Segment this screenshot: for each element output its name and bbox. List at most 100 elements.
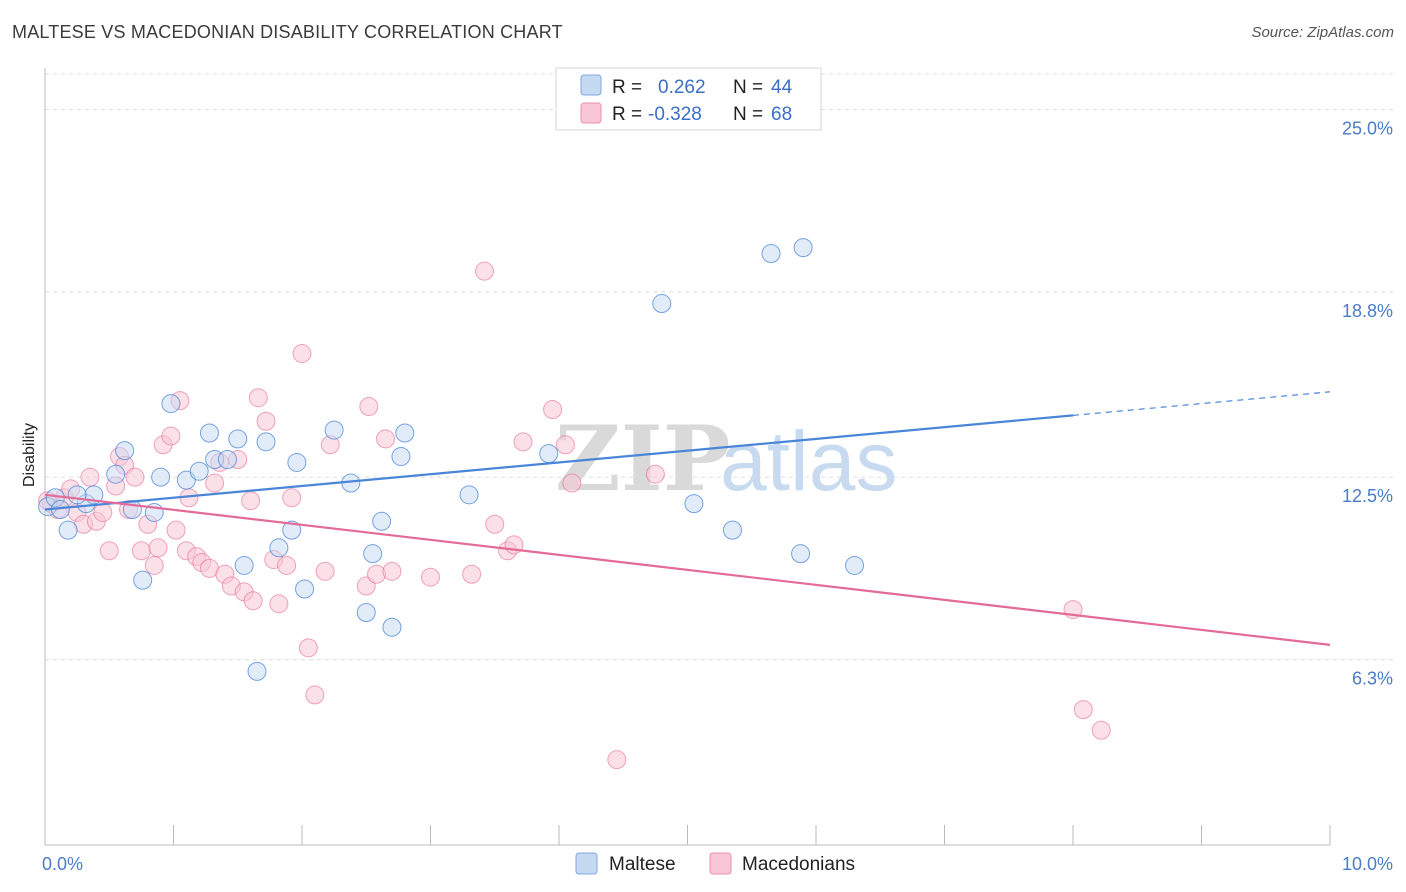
macedonian-point	[513, 432, 533, 452]
maltese-point	[791, 544, 811, 564]
maltese-point	[282, 520, 302, 540]
watermark: ZIP atlas	[555, 406, 897, 512]
maltese-point	[295, 579, 315, 599]
maltese-point	[372, 511, 392, 531]
macedonian-point	[474, 261, 494, 281]
watermark-atlas: atlas	[720, 414, 897, 508]
maltese-point	[217, 450, 237, 469]
x-tick-label-left: 0.0%	[42, 854, 83, 874]
macedonian-point	[607, 750, 627, 770]
maltese-point	[652, 294, 672, 314]
maltese-point	[356, 603, 376, 623]
macedonian-point	[93, 502, 113, 522]
macedonian-point	[562, 473, 582, 493]
macedonian-n-value: 68	[771, 104, 792, 125]
macedonian-point	[161, 426, 181, 446]
macedonian-point	[241, 491, 261, 511]
y-axis-label: Disability	[21, 423, 38, 487]
legend-macedonian-label: Macedonians	[742, 854, 855, 875]
maltese-point	[539, 444, 559, 464]
maltese-n-value: 44	[771, 77, 793, 98]
macedonian-point	[421, 567, 440, 587]
macedonian-point	[298, 638, 318, 658]
macedonian-point	[1073, 700, 1093, 720]
macedonian-point	[305, 685, 325, 705]
maltese-r-label: R =	[612, 77, 642, 98]
y-tick-label: 6.3%	[1352, 669, 1393, 689]
macedonian-swatch	[580, 102, 602, 124]
maltese-point	[256, 432, 276, 452]
maltese-point	[363, 544, 383, 564]
macedonian-point	[125, 467, 145, 487]
macedonian-n-label: N =	[733, 104, 763, 125]
macedonian-r-value: -0.328	[648, 104, 702, 125]
maltese-point	[459, 485, 479, 505]
maltese-point	[287, 452, 307, 472]
maltese-point	[269, 538, 289, 558]
maltese-n-label: N =	[733, 77, 763, 98]
series-legend: Maltese Macedonians	[575, 852, 855, 875]
maltese-point	[247, 661, 267, 681]
legend-maltese-label: Maltese	[609, 854, 676, 875]
macedonian-point	[376, 429, 396, 449]
maltese-point	[199, 423, 219, 443]
legend-maltese-swatch	[575, 852, 598, 875]
maltese-point	[228, 429, 248, 449]
macedonian-r-label: R =	[612, 104, 642, 125]
maltese-point	[391, 447, 411, 467]
macedonian-point	[1091, 720, 1111, 740]
macedonian-point	[382, 561, 402, 581]
macedonian-point	[80, 467, 100, 487]
macedonian-point	[645, 464, 665, 484]
maltese-point	[845, 555, 865, 575]
macedonian-point	[205, 473, 225, 493]
macedonian-point	[543, 399, 563, 419]
maltese-point	[189, 461, 209, 481]
macedonian-point	[166, 520, 186, 540]
maltese-point	[58, 520, 78, 540]
macedonian-point	[367, 564, 387, 584]
maltese-point	[793, 238, 813, 258]
watermark-zip: ZIP	[555, 406, 730, 512]
maltese-point	[161, 394, 181, 414]
y-tick-label: 25.0%	[1342, 118, 1393, 138]
source-credit: Source: ZipAtlas.com	[1251, 24, 1394, 41]
maltese-point	[133, 570, 153, 590]
macedonian-point	[269, 594, 289, 614]
macedonian-point	[292, 344, 312, 364]
x-tick-label-right: 10.0%	[1342, 854, 1393, 874]
maltese-point	[722, 520, 742, 540]
maltese-point	[324, 420, 344, 440]
macedonian-point	[256, 411, 276, 431]
chart-title: MALTESE VS MACEDONIAN DISABILITY CORRELA…	[12, 22, 563, 42]
maltese-point	[234, 555, 254, 575]
stats-legend: R = 0.262 N = 44 R = -0.328 N = 68	[555, 67, 822, 131]
macedonian-point	[315, 561, 335, 581]
macedonian-point	[359, 397, 379, 417]
maltese-point	[115, 441, 135, 461]
macedonian-point	[485, 514, 505, 534]
y-tick-label: 12.5%	[1342, 486, 1393, 506]
macedonian-point	[243, 591, 263, 611]
maltese-point	[395, 423, 415, 443]
maltese-point	[151, 467, 171, 487]
macedonian-point	[277, 555, 297, 575]
maltese-trend-extension	[1072, 391, 1331, 416]
macedonian-point	[555, 435, 575, 455]
maltese-swatch	[580, 74, 602, 96]
legend-macedonian-swatch	[709, 852, 732, 875]
macedonian-point	[148, 538, 168, 558]
macedonian-point	[462, 564, 482, 584]
macedonian-point	[131, 541, 151, 561]
macedonian-points	[38, 261, 1111, 770]
macedonian-point	[99, 541, 119, 561]
maltese-r-value: 0.262	[658, 77, 706, 98]
maltese-point	[106, 464, 126, 484]
maltese-point	[684, 494, 704, 514]
maltese-points	[38, 238, 865, 681]
macedonian-point	[282, 488, 302, 508]
macedonian-trend-line	[44, 493, 1331, 646]
maltese-point	[382, 617, 402, 637]
maltese-trend-line	[44, 414, 1074, 511]
